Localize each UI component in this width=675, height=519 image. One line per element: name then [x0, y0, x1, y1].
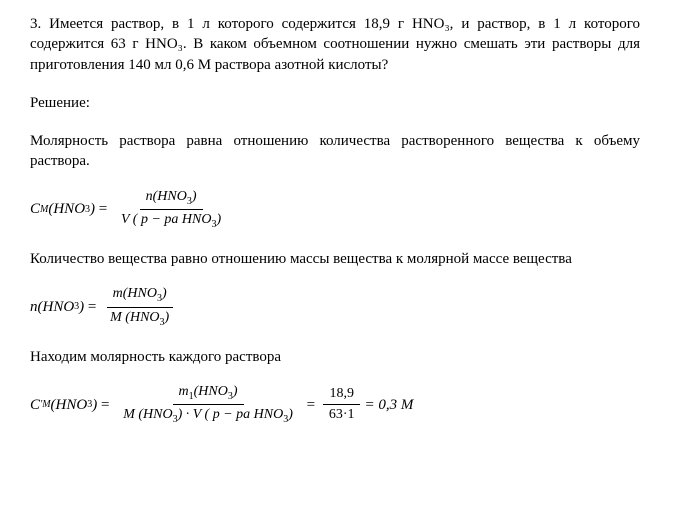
f2-num-text: m(HNO — [113, 286, 157, 301]
formula-amount-substance: n(HNO3) = m(HNO3) M (HNO3) — [30, 285, 640, 329]
f3-sub: M — [42, 398, 50, 412]
f1-sub: M — [40, 203, 48, 217]
formula3-fraction2: 18,9 63·1 — [323, 385, 361, 426]
f3-num2: 18,9 — [323, 385, 360, 406]
paragraph-2: Количество вещества равно отношению масс… — [30, 249, 640, 269]
f1-den-close: ) — [216, 212, 221, 227]
f1-num-text: n(HNO — [146, 189, 187, 204]
formula-molarity-calc: C′M(HNO3) = m1(HNO3) M (HNO3) · V ( p − … — [30, 383, 640, 427]
formula2-fraction: m(HNO3) M (HNO3) — [104, 285, 175, 329]
f1-var: C — [30, 199, 40, 219]
problem-statement: 3. Имеется раствор, в 1 л которого содер… — [30, 14, 640, 75]
f3-den2: 63·1 — [323, 405, 361, 425]
problem-number: 3. — [30, 16, 41, 32]
f3-result: = 0,3 M — [365, 395, 414, 415]
equals-icon: = — [84, 297, 100, 317]
equals-icon: = — [95, 199, 111, 219]
formula-molarity-definition: CM (HNO3) = n(HNO3) V ( p − pa HNO3) — [30, 188, 640, 232]
f1-arg: (HNO — [48, 199, 85, 219]
formula3-lhs: C′M(HNO3) = — [30, 395, 113, 415]
f2-den-close: ) — [165, 310, 170, 325]
f2-den: M (HNO3) — [104, 308, 175, 329]
formula3-fraction1: m1(HNO3) M (HNO3) · V ( p − pa HNO3) — [117, 383, 299, 427]
equals-icon: = — [97, 395, 113, 415]
f3-var: C — [30, 395, 40, 415]
solution-label: Решение: — [30, 93, 640, 113]
formula2-lhs: n(HNO3) = — [30, 297, 100, 317]
problem-text: Имеется раствор, в 1 л которого содержит… — [30, 16, 640, 73]
f1-num-close: ) — [192, 189, 197, 204]
paragraph-1: Молярность раствора равна отношению коли… — [30, 131, 640, 172]
f3-den1-a: M (HNO — [123, 407, 172, 422]
f3-den1: M (HNO3) · V ( p − pa HNO3) — [117, 405, 299, 426]
f3-num1-pre: m — [179, 384, 189, 399]
f2-den-text: M (HNO — [110, 310, 159, 325]
formula1-lhs: CM (HNO3) = — [30, 199, 111, 219]
f2-var: n — [30, 297, 38, 317]
f1-den-text: V ( p − pa HNO — [121, 212, 211, 227]
f3-num1: m1(HNO3) — [173, 383, 244, 405]
f1-den: V ( p − pa HNO3) — [115, 210, 227, 231]
f3-den1-mid: ) · V ( p − pa HNO — [178, 407, 284, 422]
f2-arg: (HNO — [38, 297, 75, 317]
formula1-fraction: n(HNO3) V ( p − pa HNO3) — [115, 188, 227, 232]
f3-num1-arg: (HNO — [194, 384, 228, 399]
f3-arg: (HNO — [51, 395, 88, 415]
equals-icon: = — [303, 395, 319, 415]
f1-num: n(HNO3) — [140, 188, 203, 210]
f3-den1-close: ) — [288, 407, 293, 422]
f2-num-close: ) — [162, 286, 167, 301]
f2-num: m(HNO3) — [107, 285, 173, 307]
paragraph-3: Находим молярность каждого раствора — [30, 347, 640, 367]
f3-num1-close: ) — [233, 384, 238, 399]
